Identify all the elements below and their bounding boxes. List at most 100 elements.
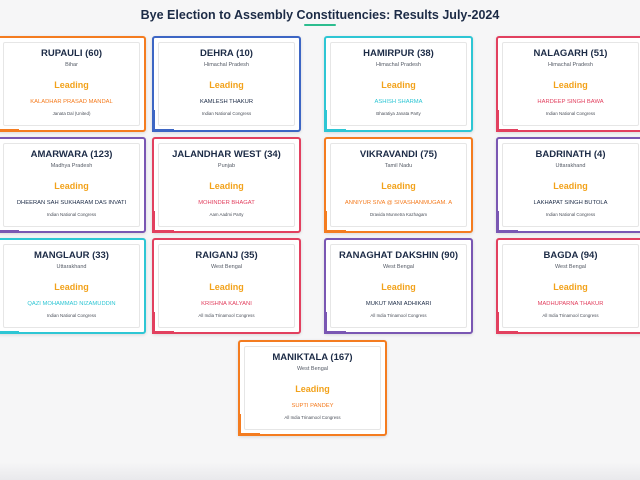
constituency-name: RAIGANJ (35) [195,250,258,261]
constituency-name: AMARWARA (123) [30,149,113,160]
party-name: Indian National Congress [46,212,97,217]
result-card[interactable]: DEHRA (10) Himachal Pradesh Leading KAMLESH… [152,36,301,132]
state-name: West Bengal [382,264,415,270]
constituency-name: BAGDA (94) [543,250,598,261]
card-accent-horizontal [0,129,19,132]
candidate-name: ASHISH SHARMA [374,99,423,105]
result-status: Leading [553,181,588,191]
constituency-name: MANGLAUR (33) [34,250,109,261]
result-card[interactable]: RUPAULI (60) Bihar Leading KALADHAR PRASAD … [0,36,146,132]
candidate-name: SUPTI PANDEY [291,403,334,409]
party-name: Indian National Congress [545,212,596,217]
state-name: Punjab [217,163,236,169]
party-name: Bharatiya Janata Party [376,111,421,116]
result-card[interactable]: HAMIRPUR (38) Himachal Pradesh Leading ASHI… [324,36,473,132]
card-accent-horizontal [496,230,518,233]
state-name: West Bengal [296,366,329,372]
result-card[interactable]: JALANDHAR WEST (34) Punjab Leading MOHINDER… [152,137,301,233]
party-name: Indian National Congress [545,111,596,116]
title-underline [304,24,336,26]
result-status: Leading [54,282,89,292]
card-accent-vertical [324,312,327,334]
state-name: West Bengal [554,264,587,270]
result-status: Leading [295,384,330,394]
card-accent-vertical [152,312,155,334]
card-accent-vertical [496,110,499,132]
card-accent-horizontal [238,433,260,436]
state-name: Tamil Nadu [384,163,413,169]
constituency-name: DEHRA (10) [200,48,253,59]
card-inner-frame [330,42,467,126]
card-inner-frame [502,42,639,126]
card-inner-frame [502,244,639,328]
party-name: All India Trinamool Congress [198,313,255,318]
state-name: Bihar [65,62,78,68]
card-accent-horizontal [0,230,19,233]
card-accent-vertical [324,211,327,233]
result-card[interactable]: RAIGANJ (35) West Bengal Leading KRISHNA KA… [152,238,301,334]
result-status: Leading [553,282,588,292]
result-status: Leading [381,181,416,191]
card-accent-horizontal [152,230,174,233]
candidate-name: HARDEEP SINGH BAWA [537,99,604,105]
candidate-name: KALADHAR PRASAD MANDAL [30,99,113,105]
result-status: Leading [553,80,588,90]
constituency-name: NALAGARH (51) [533,48,608,59]
state-name: Uttarakhand [56,264,87,270]
result-card[interactable]: BAGDA (94) West Bengal Leading MADHUPARNA T… [496,238,640,334]
card-inner-frame [244,346,381,430]
result-card[interactable]: MANGLAUR (33) Uttarakhand Leading QAZI MOHA… [0,238,146,334]
bottom-strip [0,462,640,480]
candidate-name: MUKUT MANI ADHIKARI [365,301,432,307]
constituency-name: JALANDHAR WEST (34) [172,149,281,160]
card-accent-horizontal [152,331,174,334]
state-name: Madhya Pradesh [50,163,93,169]
result-status: Leading [54,80,89,90]
constituency-name: HAMIRPUR (38) [363,48,434,59]
candidate-name: ANNIYUR SIVA @ SIVASHANMUGAM. A [344,200,453,206]
result-card[interactable]: BADRINATH (4) Uttarakhand Leading LAKHAPAT … [496,137,640,233]
result-card[interactable]: AMARWARA (123) Madhya Pradesh Leading DHEER… [0,137,146,233]
party-name: All India Trinamool Congress [542,313,599,318]
state-name: Himachal Pradesh [204,62,249,68]
card-accent-horizontal [0,331,19,334]
page-title: Bye Election to Assembly Constituencies:… [140,8,500,22]
result-status: Leading [381,80,416,90]
card-inner-frame [3,143,140,227]
party-name: All India Trinamool Congress [370,313,427,318]
result-status: Leading [209,80,244,90]
card-inner-frame [3,42,140,126]
candidate-name: LAKHAPAT SINGH BUTOLA [533,200,608,206]
card-accent-horizontal [496,331,518,334]
result-card[interactable]: NALAGARH (51) Himachal Pradesh Leading HARD… [496,36,640,132]
party-name: Indian National Congress [201,111,252,116]
result-status: Leading [54,181,89,191]
result-card[interactable]: MANIKTALA (167) West Bengal Leading SUPTI P… [238,340,387,436]
result-status: Leading [381,282,416,292]
card-accent-horizontal [324,230,346,233]
state-name: West Bengal [210,264,243,270]
party-name: Indian National Congress [46,313,97,318]
card-inner-frame [158,42,295,126]
result-status: Leading [209,282,244,292]
card-accent-vertical [496,211,499,233]
card-inner-frame [330,244,467,328]
state-name: Himachal Pradesh [376,62,421,68]
constituency-name: BADRINATH (4) [535,149,606,160]
result-card[interactable]: RANAGHAT DAKSHIN (90) West Bengal Leading M… [324,238,473,334]
result-card[interactable]: VIKRAVANDI (75) Tamil Nadu Leading ANNIYUR … [324,137,473,233]
constituency-name: MANIKTALA (167) [272,352,353,363]
state-name: Uttarakhand [555,163,586,169]
card-accent-vertical [496,312,499,334]
party-name: Dravida Munnetra Kazhagam [369,212,428,217]
constituency-name: RUPAULI (60) [40,48,103,59]
constituency-name: VIKRAVANDI (75) [359,149,438,160]
card-inner-frame [3,244,140,328]
card-inner-frame [502,143,639,227]
candidate-name: KRISHNA KALYANI [201,301,252,307]
card-accent-vertical [238,414,241,436]
candidate-name: KAMLESH THAKUR [199,99,254,105]
candidate-name: MOHINDER BHAGAT [198,200,255,206]
candidate-name: QAZI MOHAMMAD NIZAMUDDIN [27,301,116,307]
